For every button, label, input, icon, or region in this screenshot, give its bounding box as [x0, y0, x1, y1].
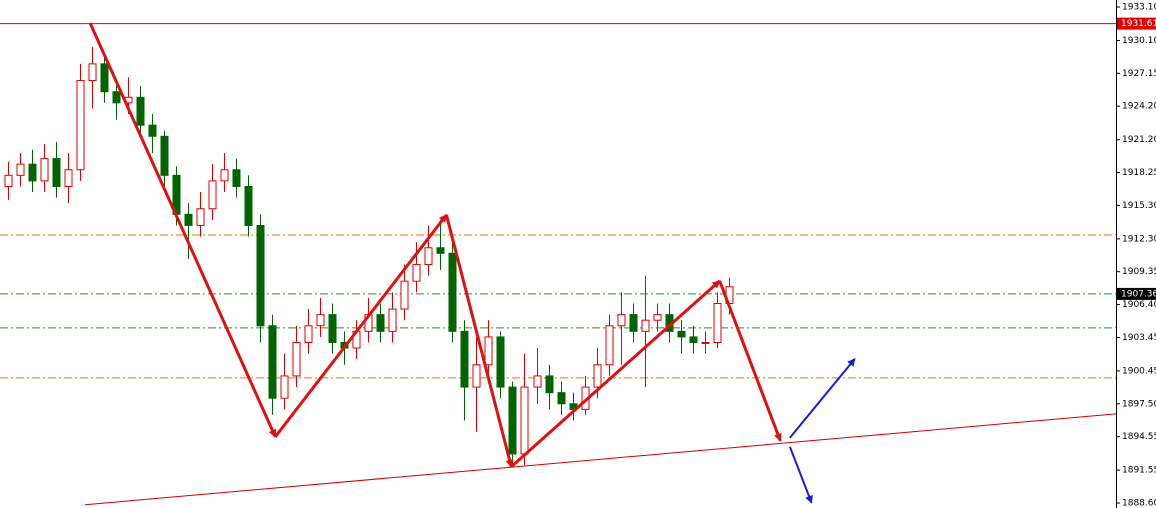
candle-body	[376, 314, 385, 332]
arrow	[788, 446, 813, 504]
candle-body	[617, 314, 626, 327]
arrow	[274, 213, 448, 438]
y-tick-label: 1918.25	[1122, 168, 1156, 178]
y-tick-label: 1924.20	[1122, 102, 1156, 112]
candle-body	[545, 375, 554, 394]
candle-body	[641, 319, 650, 332]
candle-body	[605, 325, 614, 366]
candle-body	[533, 375, 542, 388]
candle-body	[388, 308, 397, 332]
candle-body	[148, 124, 157, 137]
y-tick-label: 1921.20	[1122, 135, 1156, 145]
candle-body	[220, 169, 229, 182]
price-marker-label: 1931.61	[1121, 19, 1156, 29]
candle-body	[28, 163, 37, 182]
y-tick-label: 1930.10	[1122, 36, 1156, 46]
y-tick-label: 1906.40	[1122, 300, 1156, 310]
candle-body	[701, 341, 710, 344]
candle-body	[112, 91, 121, 104]
candle-body	[304, 325, 313, 343]
price-marker-label: 1907.36	[1121, 289, 1156, 299]
candle-body	[88, 63, 97, 82]
candle-body	[76, 80, 85, 171]
candle-body	[400, 280, 409, 310]
candle-body	[4, 174, 13, 187]
y-tick-label: 1897.50	[1122, 399, 1156, 409]
candle-body	[184, 213, 193, 226]
candle-body	[436, 247, 445, 254]
candle-body	[460, 330, 469, 388]
candle-body	[232, 169, 241, 187]
trend-line	[84, 413, 1117, 506]
candle-body	[64, 169, 73, 187]
candle-body	[268, 325, 277, 399]
y-tick-label: 1894.55	[1122, 432, 1156, 442]
candle-body	[256, 224, 265, 327]
arrow	[444, 214, 514, 468]
candle-body	[629, 314, 638, 332]
arrow	[510, 279, 721, 468]
candle-body	[40, 158, 49, 182]
candle-body	[593, 364, 602, 388]
candle-body	[328, 314, 337, 343]
price-marker	[1117, 17, 1156, 30]
candle-body	[196, 208, 205, 226]
y-tick-label: 1888.60	[1122, 498, 1156, 508]
y-tick-label: 1903.45	[1122, 333, 1156, 343]
y-tick-label: 1912.30	[1122, 234, 1156, 244]
candle-body	[412, 263, 421, 282]
candle-body	[160, 135, 169, 176]
arrow	[718, 280, 782, 442]
y-tick-label: 1927.15	[1122, 69, 1156, 79]
candle-body	[520, 386, 529, 455]
candle-body	[472, 364, 481, 388]
candle-body	[508, 386, 517, 455]
candle-body	[713, 302, 722, 343]
arrow	[88, 22, 277, 438]
candle-body	[689, 336, 698, 343]
y-tick-label: 1909.35	[1122, 267, 1156, 277]
candle-body	[208, 180, 217, 210]
candle-body	[496, 336, 505, 388]
candle-body	[280, 375, 289, 399]
price-marker	[1117, 287, 1156, 300]
arrow	[789, 358, 856, 439]
y-tick-label: 1915.30	[1122, 201, 1156, 211]
y-tick-label: 1891.55	[1122, 466, 1156, 476]
y-tick-label: 1900.45	[1122, 366, 1156, 376]
candle-body	[52, 158, 61, 187]
candle-body	[484, 336, 493, 366]
candle-body	[136, 96, 145, 126]
candle-body	[244, 185, 253, 226]
candle-body	[557, 392, 566, 405]
candle-body	[316, 314, 325, 327]
candle-body	[448, 252, 457, 332]
candle-body	[677, 330, 686, 338]
candle-body	[653, 314, 662, 321]
y-tick-label: 1933.10	[1122, 3, 1156, 13]
candle-body	[100, 63, 109, 93]
candle-body	[292, 341, 301, 377]
candle-body	[424, 247, 433, 265]
candle-body	[16, 163, 25, 176]
